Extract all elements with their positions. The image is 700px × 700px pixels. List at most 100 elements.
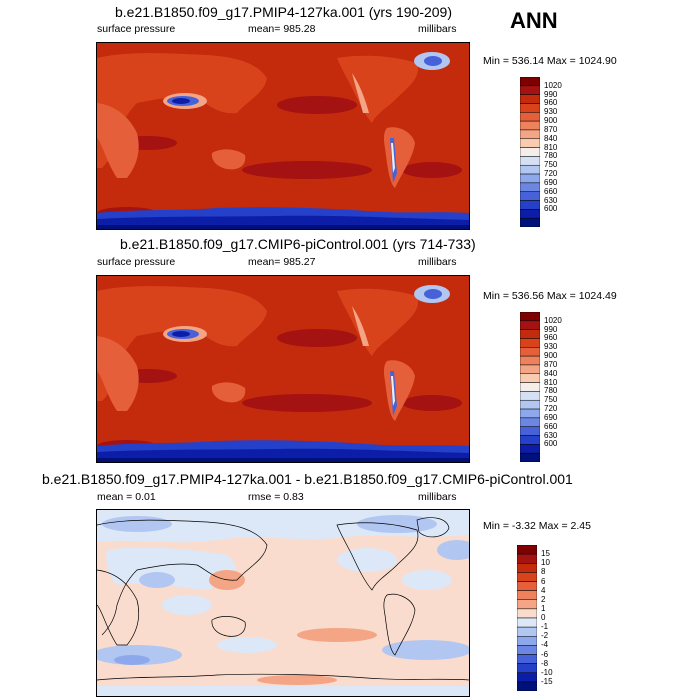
colorbar-tick-label: 720	[544, 169, 558, 179]
colorbar-swatch	[520, 77, 540, 87]
panel-1-title: b.e21.B1850.f09_g17.PMIP4-127ka.001 (yrs…	[115, 4, 453, 20]
panel-2-variable: surface pressure	[97, 256, 176, 268]
colorbar-tick-label: 600	[544, 204, 558, 214]
colorbar-swatch	[517, 626, 537, 637]
colorbar-swatch	[520, 312, 540, 322]
colorbar-swatch	[517, 572, 537, 582]
colorbar-tick-label: 810	[544, 142, 558, 152]
colorbar-swatch	[520, 338, 540, 348]
colorbar-tick-label: 10	[541, 558, 550, 568]
colorbar-swatch	[520, 452, 540, 462]
colorbar-swatch	[520, 347, 540, 357]
colorbar-swatch	[520, 85, 540, 95]
colorbar-tick-label: -1	[541, 622, 549, 632]
colorbar-tick-label: -8	[541, 658, 549, 668]
surface-pressure-map-2	[97, 276, 469, 462]
colorbar-tick-label: 990	[544, 324, 558, 334]
colorbar-tick-label: 990	[544, 89, 558, 99]
colorbar-swatch	[520, 120, 540, 131]
colorbar-swatch	[520, 444, 540, 454]
colorbar-tick-label: -15	[541, 676, 553, 686]
colorbar-swatch	[517, 681, 537, 691]
colorbar-swatch	[517, 663, 537, 673]
panel-2-colorbar-labels: 1020 990 960 930 900 870 840 810 780 750 720 690 660…	[544, 312, 584, 462]
colorbar-swatch	[520, 329, 540, 339]
colorbar-tick-label: 8	[541, 567, 546, 577]
colorbar-tick-label: 810	[544, 377, 558, 387]
colorbar-swatch	[520, 435, 540, 445]
colorbar-2-swatches	[520, 312, 540, 462]
colorbar-tick-label: 2	[541, 594, 546, 604]
colorbar-swatch	[520, 156, 540, 166]
colorbar-tick-label: 4	[541, 585, 546, 595]
panel-1-mean: mean= 985.28	[248, 23, 316, 35]
panel-1-minmax: Min = 536.14 Max = 1024.90	[483, 55, 617, 67]
panel-2-title: b.e21.B1850.f09_g17.CMIP6-piControl.001 …	[120, 236, 476, 252]
colorbar-swatch	[520, 417, 540, 427]
surface-pressure-map-1	[97, 43, 469, 229]
panel-3-colorbar	[517, 545, 537, 691]
colorbar-tick-label: 600	[544, 439, 558, 449]
colorbar-tick-label: 900	[544, 116, 558, 126]
colorbar-swatch	[520, 320, 540, 330]
colorbar-tick-label: 1020	[544, 315, 562, 325]
panel-3-mean: mean = 0.01	[97, 491, 156, 503]
panel-2-map	[96, 275, 470, 463]
colorbar-swatch	[520, 373, 540, 383]
pressure-difference-map	[97, 510, 469, 696]
colorbar-tick-label: -2	[541, 631, 549, 641]
colorbar-swatch	[520, 391, 540, 401]
colorbar-tick-label: -4	[541, 640, 549, 650]
colorbar-swatch	[517, 654, 537, 664]
panel-3-minmax: Min = -3.32 Max = 2.45	[483, 520, 591, 532]
colorbar-tick-label: 930	[544, 107, 558, 117]
colorbar-tick-label: -6	[541, 649, 549, 659]
colorbar-swatch	[520, 129, 540, 140]
season-label: ANN	[510, 8, 558, 33]
colorbar-tick-label: 930	[544, 342, 558, 352]
colorbar-swatch	[520, 382, 540, 392]
colorbar-swatch	[517, 599, 537, 610]
colorbar-tick-label: -10	[541, 667, 553, 677]
panel-1-colorbar	[520, 77, 540, 227]
colorbar-tick-label: 690	[544, 412, 558, 422]
colorbar-tick-label: 840	[544, 133, 558, 143]
colorbar-swatch	[520, 364, 540, 375]
colorbar-tick-label: 750	[544, 395, 558, 405]
colorbar-tick-label: 780	[544, 151, 558, 161]
colorbar-tick-label: 630	[544, 430, 558, 440]
colorbar-swatch	[520, 173, 540, 184]
colorbar-swatch	[517, 590, 537, 600]
colorbar-tick-label: 720	[544, 404, 558, 414]
colorbar-tick-label: 660	[544, 186, 558, 196]
colorbar-tick-label: 0	[541, 613, 546, 622]
colorbar-swatch	[517, 645, 537, 655]
colorbar-swatch	[517, 545, 537, 555]
colorbar-swatch	[517, 553, 537, 564]
colorbar-swatch	[520, 408, 540, 419]
colorbar-swatch	[517, 608, 537, 619]
colorbar-tick-label: 870	[544, 359, 558, 369]
colorbar-tick-label: 660	[544, 421, 558, 431]
colorbar-tick-label: 960	[544, 333, 558, 343]
panel-2-units: millibars	[418, 256, 457, 268]
colorbar-swatch	[520, 399, 540, 410]
colorbar-swatch	[520, 355, 540, 366]
colorbar-swatch	[520, 164, 540, 175]
panel-2-minmax: Min = 536.56 Max = 1024.49	[483, 290, 617, 302]
colorbar-tick-label: 690	[544, 177, 558, 187]
colorbar-swatch	[520, 182, 540, 192]
colorbar-swatch	[520, 94, 540, 104]
colorbar-tick-label: 840	[544, 368, 558, 378]
colorbar-swatch	[520, 191, 540, 201]
colorbar-tick-label: 15	[541, 549, 550, 559]
panel-1-map	[96, 42, 470, 230]
colorbar-swatch	[520, 103, 540, 113]
colorbar-tick-label: 960	[544, 98, 558, 108]
panel-3-units: millibars	[418, 491, 457, 503]
panel-1-variable: surface pressure	[97, 23, 176, 35]
panel-3-title: b.e21.B1850.f09_g17.PMIP4-127ka.001 - b.…	[42, 471, 573, 487]
colorbar-tick-label: 870	[544, 124, 558, 134]
colorbar-swatch	[517, 636, 537, 646]
colorbar-swatch	[520, 217, 540, 227]
